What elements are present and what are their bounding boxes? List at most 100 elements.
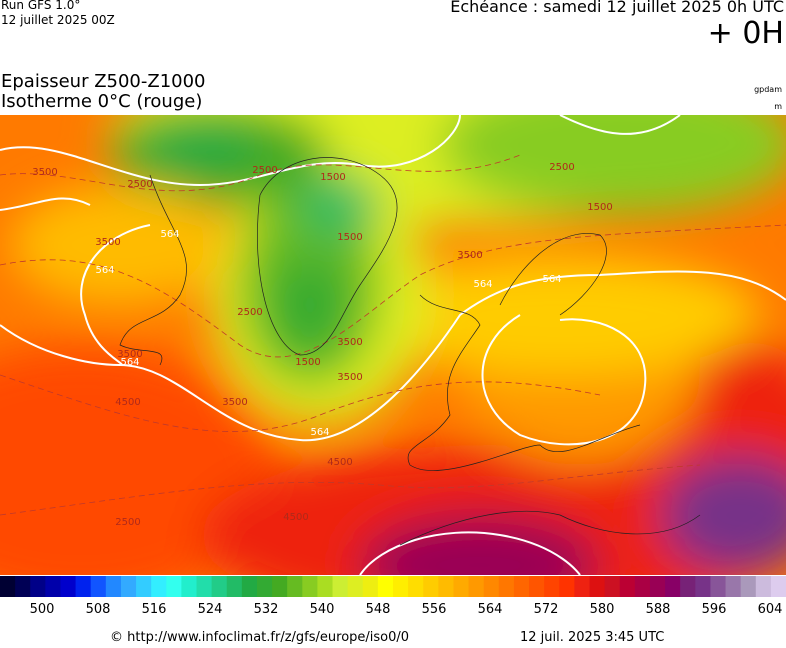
colorbar-swatch xyxy=(362,576,379,597)
colorbar-tick-label: 508 xyxy=(86,602,111,617)
colorbar-swatch xyxy=(226,576,243,597)
colorbar-swatch xyxy=(211,576,228,597)
issued-time: 12 juil. 2025 3:45 UTC xyxy=(520,630,665,645)
colorbar-swatch xyxy=(619,576,636,597)
unit-label: m xyxy=(774,102,782,111)
colorbar-swatch xyxy=(408,576,424,597)
contour-label: 1500 xyxy=(320,172,345,183)
colorbar-tick-label: 596 xyxy=(702,602,727,617)
echeance: Echéance : samedi 12 juillet 2025 0h UTC xyxy=(450,0,784,16)
contour-label: 3500 xyxy=(222,397,247,408)
colorbar-swatch xyxy=(483,576,500,597)
colorbar-swatch xyxy=(45,576,61,597)
colorbar-swatch xyxy=(317,576,334,597)
contour-label: 3500 xyxy=(117,349,142,360)
colorbar-swatch xyxy=(740,576,757,597)
colorbar-swatch xyxy=(665,576,681,597)
colorbar-swatch xyxy=(15,576,31,597)
contour-label: 2500 xyxy=(237,307,262,318)
contour-label: 2500 xyxy=(127,179,152,190)
colorbar-swatch xyxy=(60,576,77,597)
contour-label: 564 xyxy=(160,229,179,240)
run-label: Run GFS 1.0° xyxy=(1,0,81,12)
colorbar-swatch xyxy=(423,576,439,597)
contour-label: 3500 xyxy=(95,237,120,248)
contour-label: 564 xyxy=(542,274,561,285)
contour-label: 3500 xyxy=(457,250,482,261)
contour-label: 2500 xyxy=(252,165,277,176)
colorbar-swatch xyxy=(136,576,152,597)
colorbar-tick-label: 572 xyxy=(534,602,559,617)
colorbar: 500 508 516 524 532 540 548 556 564 572 580 588 596 6… xyxy=(0,576,786,617)
colorbar-swatch xyxy=(75,576,92,597)
colorbar-swatch xyxy=(347,576,364,597)
colorbar-swatch xyxy=(302,576,318,597)
contour-label: 4500 xyxy=(115,397,140,408)
colorbar-swatch xyxy=(166,576,182,597)
coastlines xyxy=(119,157,701,546)
contour-label: 3500 xyxy=(337,372,362,383)
colorbar-tick-label: 580 xyxy=(590,602,615,617)
colorbar-swatch xyxy=(755,576,772,597)
colorbar-tick-label: 532 xyxy=(254,602,279,617)
colorbar-swatch xyxy=(498,576,515,597)
colorbar-swatch xyxy=(770,576,786,597)
contour-label: 1500 xyxy=(295,357,320,368)
contour-label: 564 xyxy=(473,279,492,290)
colorbar-tick-label: 516 xyxy=(142,602,167,617)
colorbar-tick-label: 548 xyxy=(366,602,391,617)
contour-label: 3500 xyxy=(32,167,57,178)
contour-label: 1500 xyxy=(587,202,612,213)
colorbar-swatch xyxy=(649,576,666,597)
colorbar-swatch xyxy=(559,576,575,597)
colorbar-swatch xyxy=(272,576,288,597)
colorbar-swatch xyxy=(604,576,621,597)
colorbar-swatch xyxy=(30,576,46,597)
colorbar-swatch xyxy=(181,576,197,597)
contour-label: 2500 xyxy=(549,162,574,173)
contour-label: 4500 xyxy=(283,512,308,523)
colorbar-swatch xyxy=(90,576,107,597)
unit-label: gpdam xyxy=(754,85,782,94)
colorbar-swatch xyxy=(196,576,213,597)
colorbar-tick-label: 564 xyxy=(478,602,503,617)
colorbar-swatch xyxy=(710,576,727,597)
colorbar-swatch xyxy=(105,576,122,597)
colorbar-swatch xyxy=(0,576,16,597)
contour-label: 564 xyxy=(120,357,139,368)
lead-time: + 0H xyxy=(707,16,784,51)
colorbar-tick-label: 540 xyxy=(310,602,335,617)
contours xyxy=(0,115,786,575)
colorbar-swatch xyxy=(574,576,590,597)
contour-label: 564 xyxy=(95,265,114,276)
colorbar-swatch xyxy=(695,576,711,597)
colorbar-swatch xyxy=(332,576,349,597)
colorbar-tick-label: 556 xyxy=(422,602,447,617)
colorbar-tick-label: 500 xyxy=(30,602,55,617)
colorbar-swatch xyxy=(438,576,454,597)
source-url: © http://www.infoclimat.fr/z/gfs/europe/… xyxy=(110,630,410,645)
run-date: 12 juillet 2025 00Z xyxy=(1,13,115,27)
isotherm-lines xyxy=(0,154,786,516)
contour-label: 564 xyxy=(310,427,329,438)
colorbar-tick-label: 604 xyxy=(758,602,783,617)
title-line: Epaisseur Z500-Z1000 xyxy=(1,71,206,92)
colorbar-tick-label: 524 xyxy=(198,602,223,617)
colorbar-swatch xyxy=(634,576,651,597)
contour-label: 3500 xyxy=(337,337,362,348)
colorbar-swatch xyxy=(256,576,273,597)
colorbar-swatch xyxy=(453,576,470,597)
colorbar-swatch xyxy=(287,576,303,597)
contour-label: 4500 xyxy=(327,457,352,468)
contour-label: 1500 xyxy=(337,232,362,243)
colorbar-swatch xyxy=(680,576,696,597)
contour-label: 2500 xyxy=(115,517,140,528)
colorbar-swatch xyxy=(513,576,530,597)
colorbar-swatch xyxy=(725,576,742,597)
colorbar-swatch xyxy=(151,576,167,597)
colorbar-swatch xyxy=(544,576,560,597)
colorbar-swatch xyxy=(529,576,545,597)
colorbar-swatch xyxy=(120,576,137,597)
colorbar-swatch xyxy=(241,576,258,597)
